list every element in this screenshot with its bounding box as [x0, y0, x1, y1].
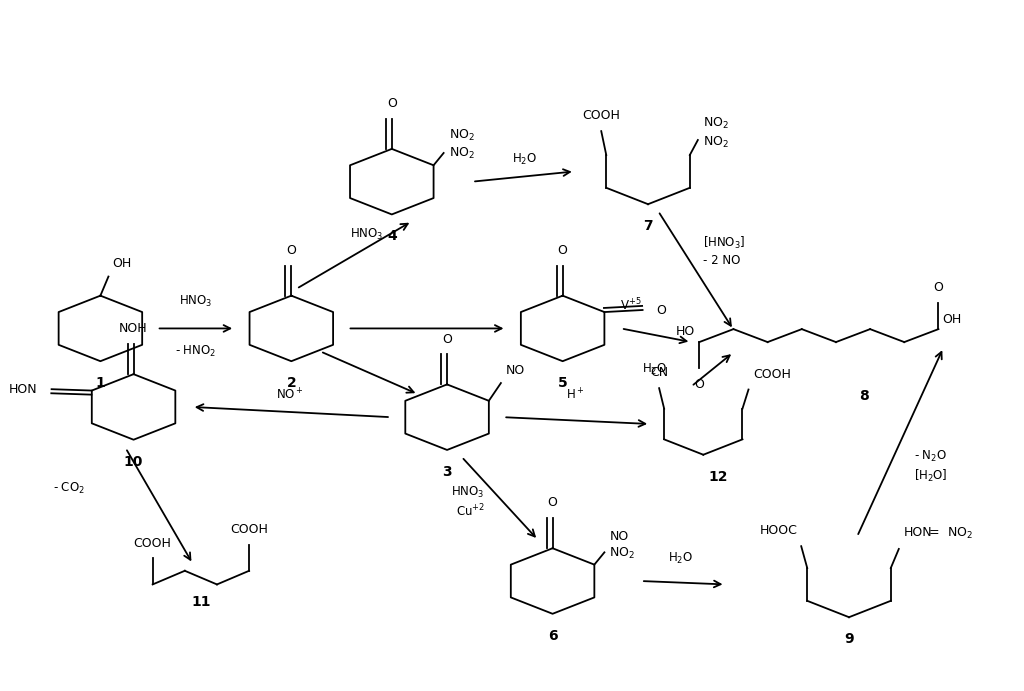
Text: COOH: COOH	[134, 537, 172, 549]
Text: 11: 11	[191, 596, 211, 609]
Text: NO$_2$: NO$_2$	[702, 135, 729, 149]
Text: 1: 1	[95, 376, 105, 390]
Text: OH: OH	[942, 314, 962, 326]
Text: O: O	[442, 332, 452, 346]
Text: - HNO$_2$: - HNO$_2$	[175, 343, 216, 359]
Text: HOOC: HOOC	[760, 524, 798, 537]
Text: 9: 9	[844, 632, 854, 646]
Text: O: O	[387, 97, 396, 110]
Text: O: O	[548, 496, 557, 509]
Text: OH: OH	[113, 257, 132, 269]
Text: [HNO$_3$]: [HNO$_3$]	[703, 235, 745, 251]
Text: V$^{+5}$: V$^{+5}$	[621, 297, 642, 314]
Text: 8: 8	[859, 388, 869, 403]
Text: H$_2$O: H$_2$O	[512, 151, 538, 167]
Text: - CO$_2$: - CO$_2$	[53, 482, 85, 496]
Text: O: O	[934, 281, 943, 294]
Text: NOH: NOH	[119, 322, 147, 335]
Text: HO: HO	[676, 325, 695, 338]
Text: NO$_2$: NO$_2$	[947, 526, 973, 541]
Text: Cu$^{+2}$: Cu$^{+2}$	[456, 503, 484, 520]
Text: NO: NO	[506, 364, 525, 377]
Text: H$_2$O: H$_2$O	[668, 551, 693, 566]
Text: 2: 2	[287, 376, 296, 390]
Text: 12: 12	[709, 470, 728, 484]
Text: NO$_2$: NO$_2$	[702, 116, 729, 131]
Text: O: O	[656, 303, 667, 316]
Text: HNO$_3$: HNO$_3$	[349, 227, 383, 242]
Text: 3: 3	[442, 465, 452, 479]
Text: NO: NO	[609, 530, 629, 543]
Text: NO$^+$: NO$^+$	[276, 387, 304, 402]
Text: H$^+$: H$^+$	[566, 387, 585, 402]
Text: - N$_2$O: - N$_2$O	[914, 449, 947, 464]
Text: =: =	[929, 527, 939, 540]
Text: O: O	[287, 244, 296, 257]
Text: [H$_2$O]: [H$_2$O]	[914, 468, 948, 484]
Text: NO$_2$: NO$_2$	[449, 146, 474, 161]
Text: NO$_2$: NO$_2$	[609, 545, 635, 560]
Text: CN: CN	[650, 366, 669, 379]
Text: O: O	[558, 244, 567, 257]
Text: COOH: COOH	[754, 368, 792, 381]
Text: - 2 NO: - 2 NO	[703, 254, 740, 267]
Text: 10: 10	[124, 455, 143, 468]
Text: NO$_2$: NO$_2$	[449, 129, 474, 144]
Text: HNO$_3$: HNO$_3$	[179, 294, 213, 310]
Text: COOH: COOH	[230, 523, 268, 536]
Text: O: O	[694, 377, 705, 390]
Text: HON: HON	[9, 383, 38, 396]
Text: 4: 4	[387, 229, 396, 243]
Text: HNO$_3$: HNO$_3$	[452, 484, 484, 500]
Text: COOH: COOH	[583, 109, 621, 122]
Text: HON: HON	[904, 527, 933, 540]
Text: 5: 5	[558, 376, 567, 390]
Text: 6: 6	[548, 629, 557, 643]
Text: 7: 7	[643, 219, 653, 233]
Text: H$_2$O: H$_2$O	[642, 362, 668, 377]
